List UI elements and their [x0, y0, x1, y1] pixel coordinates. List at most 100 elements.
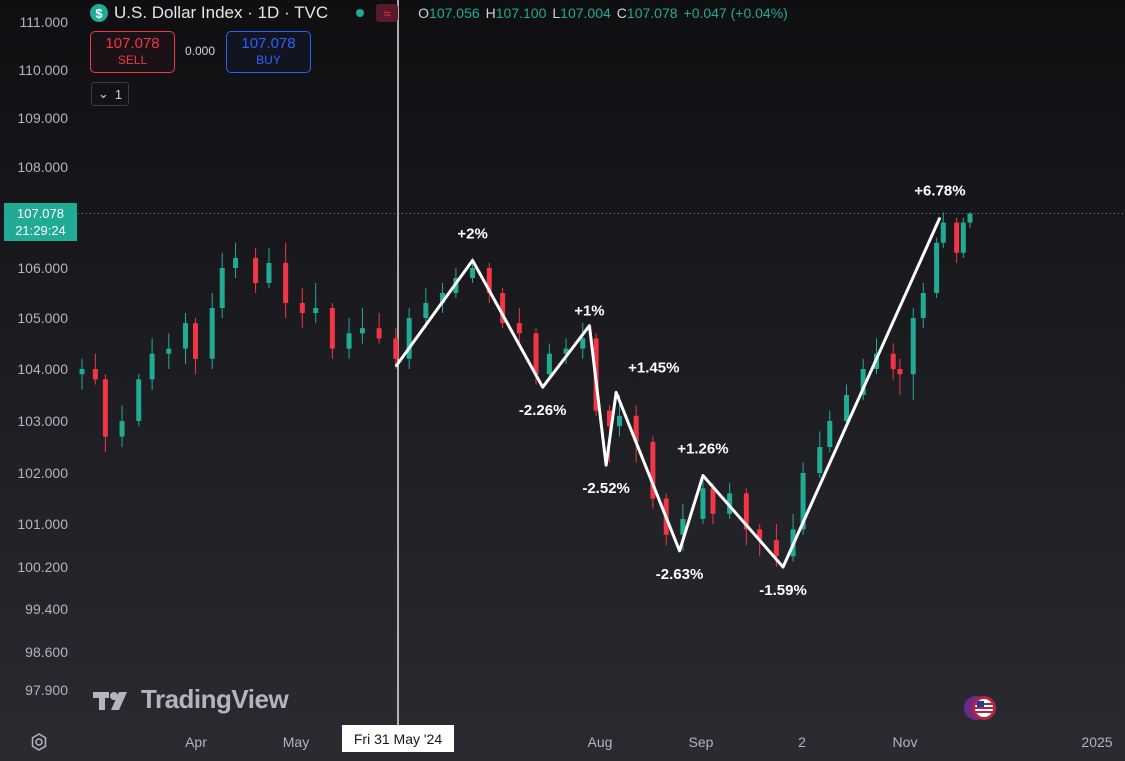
us-flag-icon[interactable]: [962, 694, 998, 722]
candle-body: [253, 257, 259, 283]
buy-price: 107.078: [241, 35, 296, 52]
candle-body: [546, 353, 552, 375]
market-open-indicator: [356, 9, 365, 17]
candle-body: [376, 328, 382, 339]
candle-body: [533, 333, 539, 375]
candle-body: [440, 293, 446, 303]
candle-body: [843, 395, 849, 421]
x-tick-label: Nov: [893, 734, 918, 750]
trend-zigzag-line: [394, 216, 942, 569]
candle-body: [406, 318, 412, 359]
tradingview-logo-icon: [93, 691, 127, 710]
candle-body: [359, 328, 365, 334]
candle-body: [92, 369, 98, 380]
candle-body: [79, 369, 85, 375]
candle-body: [329, 308, 335, 349]
y-tick-label: 99.400: [25, 601, 68, 617]
candle-body: [680, 518, 686, 535]
wave-icon[interactable]: ≈: [376, 4, 399, 22]
candle-body: [700, 488, 706, 519]
x-tick-label: Sep: [689, 734, 714, 750]
candle-body: [960, 222, 966, 253]
candle-body: [920, 293, 926, 318]
candle-body: [910, 318, 916, 375]
candle-body: [313, 308, 319, 313]
candle-body: [346, 333, 352, 349]
bar-countdown: 21:29:24: [15, 223, 66, 238]
y-tick-label: 98.600: [25, 644, 68, 660]
last-price-tag: 107.078 21:29:24: [4, 203, 77, 241]
candle-body: [710, 488, 716, 514]
candle-body: [219, 268, 225, 308]
candle-body: [182, 323, 188, 349]
candle-body: [897, 369, 903, 375]
candle-body: [800, 473, 806, 530]
tradingview-wordmark: TradingView: [141, 684, 289, 714]
candle-body: [563, 348, 569, 354]
trend-change-label: +1%: [574, 303, 604, 320]
trend-change-label: -2.52%: [582, 480, 630, 497]
candle-body: [119, 421, 125, 437]
candle-body: [136, 379, 142, 421]
crosshair-date-label: Fri 31 May '24: [342, 725, 454, 752]
y-tick-label: 103.000: [17, 413, 68, 429]
trend-change-label: +6.78%: [914, 183, 965, 200]
trend-change-label: +2%: [457, 225, 487, 242]
candle-body: [166, 348, 172, 354]
trend-change-label: -1.59%: [759, 582, 807, 599]
quantity-dropdown[interactable]: ⌄ 1: [91, 82, 129, 106]
y-tick-label: 110.000: [18, 62, 68, 78]
candle-body: [934, 242, 940, 293]
open-value: 107.056: [429, 5, 480, 21]
buy-button[interactable]: 107.078 BUY: [226, 31, 311, 73]
candle-body: [266, 262, 272, 283]
gear-icon[interactable]: [30, 733, 48, 751]
last-price-value: 107.078: [17, 206, 64, 221]
candle-body: [486, 268, 492, 293]
candle-body: [470, 268, 476, 278]
x-tick-label: May: [283, 734, 309, 750]
candle-body: [773, 540, 779, 557]
y-tick-label: 109.000: [17, 110, 68, 126]
sell-button[interactable]: 107.078 SELL: [90, 31, 175, 73]
candle-body: [890, 353, 896, 369]
y-tick-label: 102.000: [17, 465, 68, 481]
candle-body: [606, 410, 612, 427]
candle-body: [299, 303, 305, 313]
sell-label: SELL: [117, 53, 148, 67]
candle-body: [954, 222, 960, 253]
y-tick-label: 108.000: [17, 159, 68, 175]
y-tick-label: 111.000: [19, 14, 68, 30]
close-value: 107.078: [626, 5, 678, 21]
candle-body: [209, 308, 215, 359]
chevron-down-icon: ⌄: [97, 86, 109, 101]
time-axis: Apr May Aug Sep 2 Nov 2025: [185, 734, 1113, 750]
candle-body: [616, 415, 622, 427]
y-tick-label: 101.000: [17, 516, 68, 532]
candle-body: [757, 529, 763, 541]
candle-body: [727, 493, 733, 514]
price-axis: 111.000 110.000 109.000 108.000 106.000 105.0…: [17, 14, 68, 698]
candle-body: [423, 303, 429, 318]
high-value: 107.100: [495, 5, 547, 21]
y-tick-label: 104.000: [17, 361, 68, 377]
x-tick-label: Aug: [588, 734, 613, 750]
tradingview-logo[interactable]: TradingView: [93, 684, 289, 715]
candle-body: [500, 293, 506, 324]
trend-change-label: +1.26%: [677, 441, 728, 458]
dollar-icon: $: [90, 4, 108, 22]
candle-body: [967, 213, 973, 223]
candle-body: [193, 323, 199, 359]
spread-value: 0.000: [185, 44, 216, 58]
candle-body: [283, 262, 289, 303]
trend-change-label: +1.45%: [628, 359, 679, 376]
candle-body: [743, 493, 749, 530]
y-tick-label: 106.000: [17, 260, 68, 276]
candle-body: [233, 257, 239, 268]
symbol-title[interactable]: U.S. Dollar Index · 1D · TVC: [114, 3, 329, 22]
candle-body: [102, 379, 108, 437]
change-value: +0.047 (+0.04%): [683, 5, 788, 21]
candle-body: [940, 222, 946, 243]
